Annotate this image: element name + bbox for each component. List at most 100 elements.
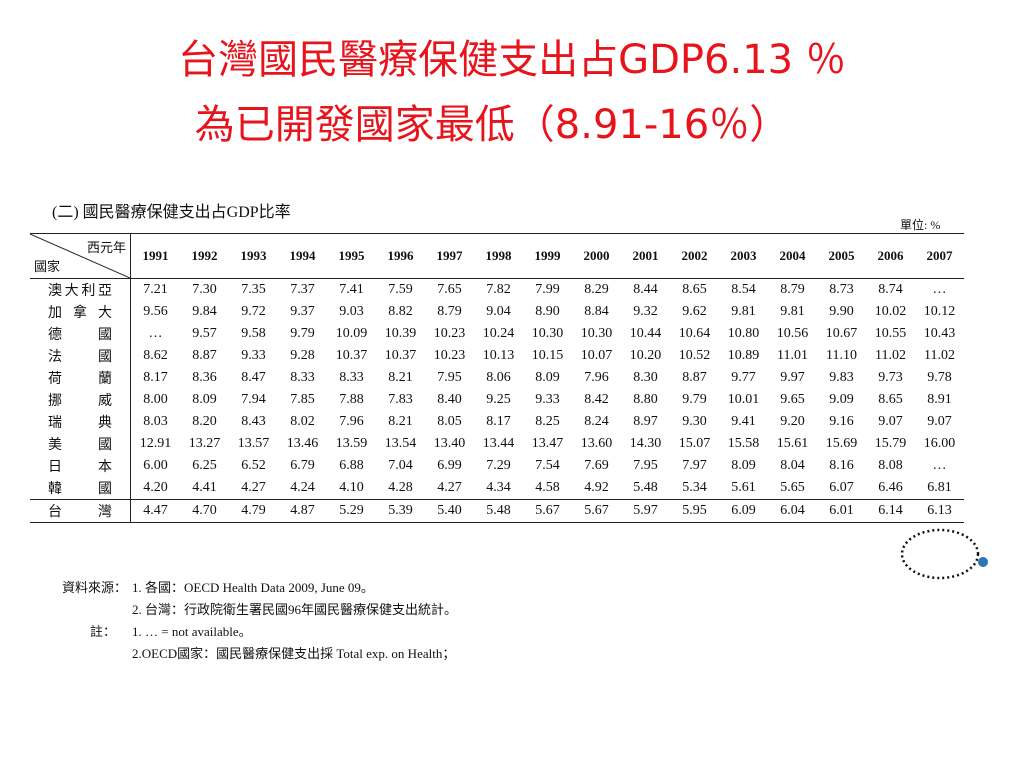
value-cell: 13.47 bbox=[531, 436, 564, 451]
value-cell: 5.40 bbox=[437, 503, 462, 518]
value-cell: 9.20 bbox=[780, 414, 805, 429]
value-cell: 5.61 bbox=[731, 480, 756, 495]
value-cell: 8.84 bbox=[584, 304, 609, 319]
value-cell: 9.03 bbox=[339, 304, 364, 319]
value-cell: 7.95 bbox=[437, 370, 462, 385]
value-cell: 5.48 bbox=[633, 480, 658, 495]
value-cell: 5.34 bbox=[682, 480, 707, 495]
value-cell: 8.05 bbox=[437, 414, 462, 429]
value-cell: 10.56 bbox=[776, 326, 809, 341]
value-cell: 10.23 bbox=[433, 326, 466, 341]
country-cell: 挪威 bbox=[30, 389, 131, 411]
year-header: 1991 bbox=[142, 248, 169, 263]
value-cell: 4.28 bbox=[388, 480, 413, 495]
corner-cell: 西元年 國家 bbox=[30, 233, 131, 279]
value-cell: 10.01 bbox=[727, 392, 760, 407]
value-cell: 7.04 bbox=[388, 458, 413, 473]
country-name: 挪威 bbox=[48, 394, 112, 409]
value-cell: 6.09 bbox=[731, 503, 756, 518]
value-cell: 7.69 bbox=[584, 458, 609, 473]
value-cell: 7.37 bbox=[290, 282, 315, 297]
value-cell: … bbox=[932, 282, 947, 297]
value-cell: 7.88 bbox=[339, 392, 364, 407]
value-cell: 10.13 bbox=[482, 348, 515, 363]
value-cell: 4.27 bbox=[241, 480, 266, 495]
country-name: 荷蘭 bbox=[48, 372, 112, 387]
value-cell: 8.16 bbox=[829, 458, 854, 473]
note-label: 註： bbox=[90, 624, 117, 639]
value-cell: 9.32 bbox=[633, 304, 658, 319]
value-cell: 16.00 bbox=[923, 436, 956, 451]
value-cell: 6.52 bbox=[241, 458, 266, 473]
value-cell: 8.00 bbox=[143, 392, 168, 407]
value-cell: 7.83 bbox=[388, 392, 413, 407]
country-name: 日本 bbox=[48, 460, 112, 475]
value-cell: 7.35 bbox=[241, 282, 266, 297]
value-cell: 5.95 bbox=[682, 503, 707, 518]
value-cell: 8.09 bbox=[535, 370, 560, 385]
value-cell: 4.20 bbox=[143, 480, 168, 495]
value-cell: 9.79 bbox=[290, 326, 315, 341]
value-cell: 10.30 bbox=[531, 326, 564, 341]
value-cell: 11.02 bbox=[875, 348, 906, 363]
country-name: 法國 bbox=[48, 350, 112, 365]
corner-top-label: 西元年 bbox=[86, 240, 126, 255]
value-cell: 9.30 bbox=[682, 414, 707, 429]
value-cell: 10.07 bbox=[580, 348, 613, 363]
source-line: 1. 各國：OECD Health Data 2009, June 09。 bbox=[132, 580, 374, 595]
year-header: 1995 bbox=[338, 248, 365, 263]
country-cell: 日本 bbox=[30, 455, 131, 477]
value-cell: 10.30 bbox=[580, 326, 613, 341]
table-row: 法國 8.62 8.87 9.33 9.28 10.37 10.37 10.23 10.13 10… bbox=[30, 345, 964, 367]
value-cell: 8.08 bbox=[878, 458, 903, 473]
value-cell: 4.87 bbox=[290, 503, 315, 518]
year-header: 2004 bbox=[779, 248, 806, 263]
value-cell: 13.60 bbox=[580, 436, 613, 451]
value-cell: 13.46 bbox=[286, 436, 319, 451]
value-cell: 4.27 bbox=[437, 480, 462, 495]
value-cell: … bbox=[148, 326, 163, 341]
value-cell: 8.74 bbox=[878, 282, 903, 297]
value-cell: 15.79 bbox=[874, 436, 907, 451]
value-cell: 10.55 bbox=[874, 326, 907, 341]
value-cell: 8.40 bbox=[437, 392, 462, 407]
value-cell: 7.96 bbox=[339, 414, 364, 429]
table-caption: (二) 國民醫療保健支出占GDP比率 bbox=[52, 204, 291, 221]
value-cell: 7.41 bbox=[339, 282, 364, 297]
table-row: 韓國 4.20 4.41 4.27 4.24 4.10 4.28 4.27 4.34 4.58 4.… bbox=[30, 477, 964, 500]
value-cell: … bbox=[932, 458, 947, 473]
value-cell: 9.90 bbox=[829, 304, 854, 319]
year-header: 2007 bbox=[926, 248, 953, 263]
country-name: 澳大利亞 bbox=[48, 284, 112, 299]
year-header: 1998 bbox=[485, 248, 512, 263]
value-cell: 10.12 bbox=[923, 304, 956, 319]
year-header: 1996 bbox=[387, 248, 414, 263]
value-cell: 8.62 bbox=[143, 348, 168, 363]
value-cell: 7.96 bbox=[584, 370, 609, 385]
country-name: 瑞典 bbox=[48, 416, 112, 431]
country-cell: 加拿大 bbox=[30, 301, 131, 323]
value-cell: 9.73 bbox=[878, 370, 903, 385]
table-row: 加拿大 9.56 9.84 9.72 9.37 9.03 8.82 8.79 9.04 8.90 8… bbox=[30, 301, 964, 323]
value-cell: 8.42 bbox=[584, 392, 609, 407]
value-cell: 8.65 bbox=[878, 392, 903, 407]
year-header: 2000 bbox=[583, 248, 610, 263]
value-cell: 15.58 bbox=[727, 436, 760, 451]
country-name: 德國 bbox=[48, 328, 112, 343]
value-cell: 8.44 bbox=[633, 282, 658, 297]
value-cell: 6.04 bbox=[780, 503, 805, 518]
value-cell: 10.37 bbox=[384, 348, 417, 363]
value-cell: 5.67 bbox=[535, 503, 560, 518]
source-line: 2. 台灣：行政院衛生署民國96年國民醫療保健支出統計。 bbox=[132, 602, 458, 617]
note-line: 1. … = not available。 bbox=[132, 624, 252, 639]
value-cell: 4.79 bbox=[241, 503, 266, 518]
value-cell: 8.36 bbox=[192, 370, 217, 385]
value-cell: 8.80 bbox=[633, 392, 658, 407]
value-cell: 9.28 bbox=[290, 348, 315, 363]
year-header: 2003 bbox=[730, 248, 757, 263]
value-cell: 10.09 bbox=[335, 326, 368, 341]
value-cell: 7.95 bbox=[633, 458, 658, 473]
value-cell: 8.03 bbox=[143, 414, 168, 429]
value-cell: 7.29 bbox=[486, 458, 511, 473]
